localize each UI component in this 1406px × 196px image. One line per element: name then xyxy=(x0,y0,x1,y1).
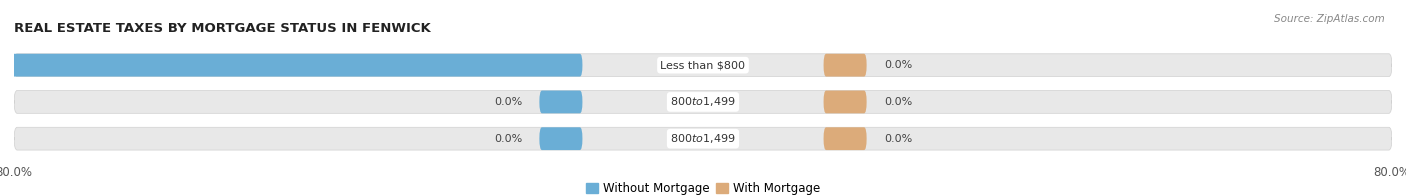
Text: $800 to $1,499: $800 to $1,499 xyxy=(671,95,735,108)
Text: Less than $800: Less than $800 xyxy=(661,60,745,70)
Text: Source: ZipAtlas.com: Source: ZipAtlas.com xyxy=(1274,14,1385,24)
Text: 0.0%: 0.0% xyxy=(884,60,912,70)
FancyBboxPatch shape xyxy=(824,127,866,150)
Text: 0.0%: 0.0% xyxy=(494,97,522,107)
Text: 0.0%: 0.0% xyxy=(884,134,912,144)
Text: 0.0%: 0.0% xyxy=(884,97,912,107)
Text: REAL ESTATE TAXES BY MORTGAGE STATUS IN FENWICK: REAL ESTATE TAXES BY MORTGAGE STATUS IN … xyxy=(14,22,430,35)
FancyBboxPatch shape xyxy=(540,127,582,150)
Text: 0.0%: 0.0% xyxy=(494,134,522,144)
FancyBboxPatch shape xyxy=(540,91,582,113)
FancyBboxPatch shape xyxy=(824,54,866,77)
FancyBboxPatch shape xyxy=(14,91,1392,113)
FancyBboxPatch shape xyxy=(14,54,1392,77)
FancyBboxPatch shape xyxy=(824,91,866,113)
Legend: Without Mortgage, With Mortgage: Without Mortgage, With Mortgage xyxy=(581,177,825,196)
FancyBboxPatch shape xyxy=(0,54,582,77)
Text: $800 to $1,499: $800 to $1,499 xyxy=(671,132,735,145)
FancyBboxPatch shape xyxy=(14,127,1392,150)
